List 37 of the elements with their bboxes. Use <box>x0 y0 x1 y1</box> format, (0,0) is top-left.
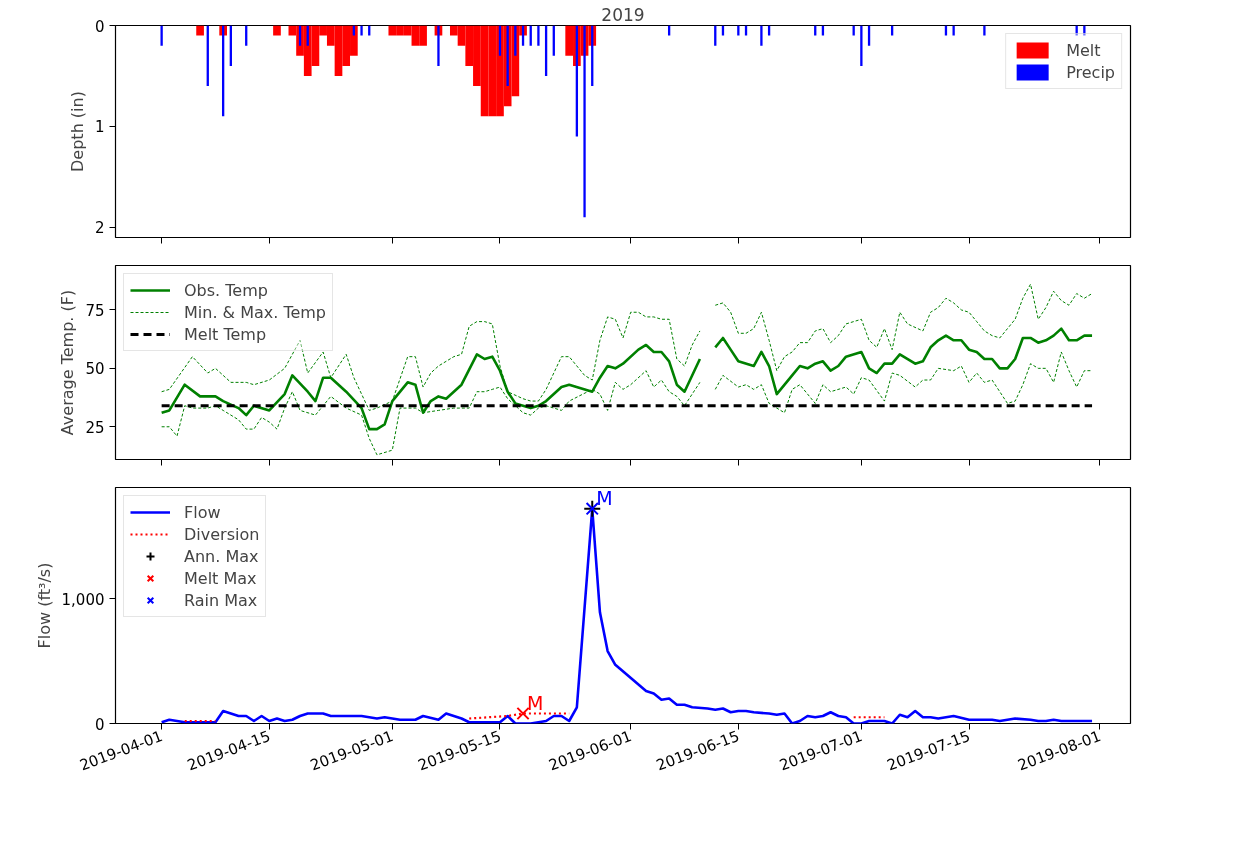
y-tick-label: 0 <box>94 17 105 36</box>
y-tick-label: 2 <box>94 219 105 238</box>
legend-label: Flow <box>184 502 221 522</box>
legend-label: Obs. Temp <box>184 280 268 300</box>
annotation: M <box>596 486 613 509</box>
y-tick-label: 0 <box>94 715 105 734</box>
y-axis-title: Average Temp. (F) <box>58 289 78 436</box>
legend-label: Melt Temp <box>184 324 267 344</box>
legend-label: Diversion <box>184 524 260 544</box>
y-axis-title: Flow (ft³/s) <box>34 562 54 649</box>
y-tick-label: 25 <box>85 418 105 437</box>
legend-label: Melt <box>1066 40 1101 60</box>
bar <box>583 25 586 218</box>
chart-title: 2019 <box>601 4 645 25</box>
legend-label: Precip <box>1066 62 1115 82</box>
bar <box>952 25 955 36</box>
annotation: M <box>527 691 544 714</box>
bar <box>160 25 163 46</box>
y-tick-label: 75 <box>85 301 105 320</box>
bar <box>273 25 281 36</box>
y-tick-label: 1 <box>94 118 105 137</box>
bar <box>514 25 517 56</box>
y-axis-title: Depth (in) <box>67 91 87 172</box>
bar <box>360 25 363 36</box>
legend-label: Ann. Max <box>184 546 259 566</box>
legend-label: Melt Max <box>184 568 257 588</box>
bar <box>983 25 986 36</box>
y-tick-label: 50 <box>85 360 105 379</box>
bar <box>860 25 863 66</box>
bar <box>537 25 540 46</box>
bar <box>437 25 440 66</box>
legend-label: Rain Max <box>184 590 258 610</box>
bar <box>196 25 204 36</box>
bar <box>760 25 763 46</box>
legend-label: Min. & Max. Temp <box>184 302 327 322</box>
bar <box>1083 25 1086 36</box>
y-tick-label: 1,000 <box>61 590 105 609</box>
